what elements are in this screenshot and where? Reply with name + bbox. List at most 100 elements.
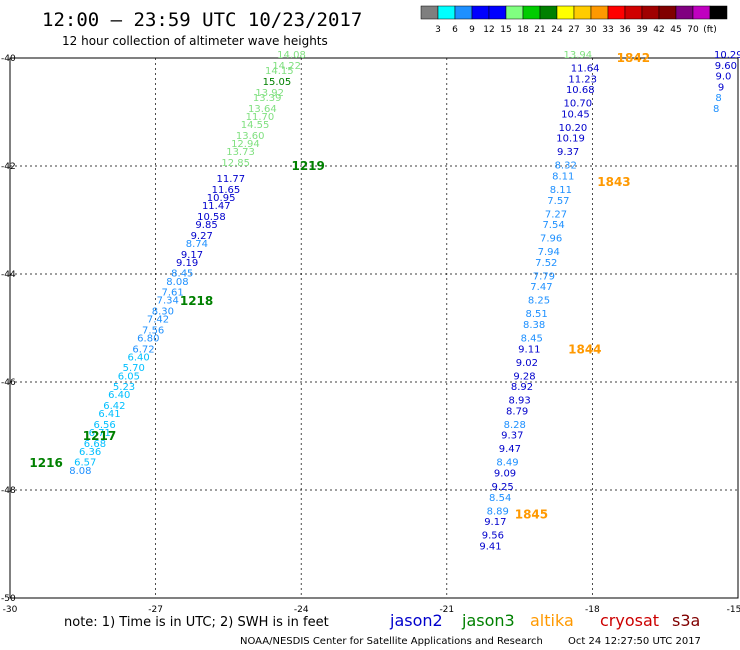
data-label: 9.56: [482, 531, 504, 542]
data-label: 5.70: [123, 363, 145, 374]
y-tick-label: -50: [1, 594, 16, 604]
scale-label: 36: [619, 25, 631, 35]
y-tick-label: -44: [1, 270, 16, 280]
data-label: 11.64: [571, 64, 600, 75]
data-label: 11.23: [568, 74, 597, 85]
data-label: 10.58: [197, 212, 226, 223]
time-label: 1843: [597, 175, 630, 189]
data-label: 8: [715, 93, 721, 104]
data-label: 7.54: [542, 220, 564, 231]
data-label: 9.85: [195, 220, 217, 231]
data-label: 7.96: [540, 234, 562, 245]
x-axis: -30 -27 -24 -21 -18 -15: [3, 605, 740, 615]
data-label: 9.37: [557, 147, 579, 158]
data-label: 12.85: [221, 158, 250, 169]
data-label: 13.94: [564, 50, 593, 61]
time-label: 1218: [180, 294, 213, 308]
scale-swatch: [471, 5, 490, 20]
data-label: 8.08: [69, 466, 91, 477]
scale-label: 6: [452, 25, 458, 35]
data-label: 8.79: [506, 406, 528, 417]
data-label: 7.79: [533, 271, 555, 282]
scale-label: 24: [551, 25, 563, 35]
scale-label: 33: [602, 25, 613, 35]
data-label: 9.17: [181, 250, 203, 261]
plot-area: 14.0814.2214.1515.0513.9213.3913.6411.70…: [9, 50, 740, 599]
data-label: 7.42: [147, 315, 169, 326]
data-label: 8.45: [171, 269, 193, 280]
data-label: 11.77: [217, 174, 246, 185]
scale-label: 39: [636, 25, 648, 35]
y-axis: -40 -42 -44 -46 -48 -50: [1, 54, 16, 604]
data-label: 13.60: [236, 131, 265, 142]
chart-title: 12:00 – 23:59 UTC 10/23/2017: [42, 9, 362, 31]
time-label: 1844: [568, 343, 601, 357]
data-label: 9.11: [518, 344, 540, 355]
data-label: 13.92: [255, 88, 284, 99]
data-label: 8.28: [504, 420, 526, 431]
data-label: 7.94: [538, 247, 560, 258]
data-label: 10.19: [556, 134, 585, 145]
data-label: 9.09: [494, 469, 516, 480]
data-label: 8.54: [489, 493, 511, 504]
y-tick-label: -40: [1, 54, 16, 64]
data-label: 8.11: [550, 185, 572, 196]
legend-jason2: jason2: [389, 611, 443, 630]
chart-subtitle: 12 hour collection of altimeter wave hei…: [62, 34, 328, 48]
scale-label: 18: [517, 25, 529, 35]
data-label: 8.25: [528, 296, 550, 307]
x-tick-label: -18: [585, 605, 600, 615]
data-label: 8.30: [152, 307, 174, 318]
y-tick-label: -42: [1, 162, 16, 172]
data-label: 8.51: [525, 309, 547, 320]
scale-swatch: [539, 5, 558, 20]
data-label: 7.56: [142, 325, 164, 336]
data-label: 14.55: [241, 120, 270, 131]
data-label: 10.45: [561, 109, 590, 120]
footer-timestamp: Oct 24 12:27:50 UTC 2017: [568, 636, 701, 647]
scale-swatch: [505, 5, 524, 20]
time-label: 1219: [291, 159, 324, 173]
scale-swatch: [573, 5, 592, 20]
data-label: 12.94: [231, 139, 260, 150]
x-tick-label: -21: [439, 605, 454, 615]
scale-label: 70: [687, 25, 699, 35]
legend-cryosat: cryosat: [600, 611, 659, 630]
data-label: 8.74: [186, 239, 208, 250]
footer-note: note: 1) Time is in UTC; 2) SWH is in fe…: [64, 615, 329, 630]
data-label: 9.19: [176, 258, 198, 269]
data-label: 6.71: [89, 428, 111, 439]
scale-swatch: [624, 5, 643, 20]
x-tick-label: -15: [727, 605, 740, 615]
data-label: 8.11: [552, 172, 574, 183]
scale-swatch: [522, 5, 541, 20]
data-label: 6.80: [137, 334, 159, 345]
scale-label: 27: [568, 25, 579, 35]
scale-swatch: [556, 5, 575, 20]
data-label: 9.25: [491, 482, 513, 493]
scale-label: (ft): [703, 25, 717, 35]
scale-label: 45: [670, 25, 681, 35]
x-tick-label: -27: [148, 605, 163, 615]
data-label: 14.15: [265, 66, 294, 77]
data-label: 8.93: [508, 396, 530, 407]
data-label: 10.70: [564, 99, 593, 110]
time-label: 1842: [617, 51, 650, 65]
scale-label: 30: [585, 25, 597, 35]
data-label: 7.27: [545, 209, 567, 220]
y-tick-label: -46: [1, 378, 16, 388]
data-label: 13.39: [253, 93, 282, 104]
footer-credit: NOAA/NESDIS Center for Satellite Applica…: [240, 636, 543, 647]
scale-label: 42: [653, 25, 664, 35]
data-label: 8.89: [487, 506, 509, 517]
data-label: 11.65: [212, 185, 241, 196]
data-label: 6.42: [103, 401, 125, 412]
data-label: 7.57: [547, 196, 569, 207]
time-label: 1216: [29, 456, 62, 470]
scale-label: 9: [469, 25, 475, 35]
time-label: 1845: [515, 507, 548, 521]
scale-swatch: [692, 5, 711, 20]
data-label: 9: [718, 82, 724, 93]
data-label: 9.17: [484, 517, 506, 528]
data-label: 8.92: [511, 382, 533, 393]
